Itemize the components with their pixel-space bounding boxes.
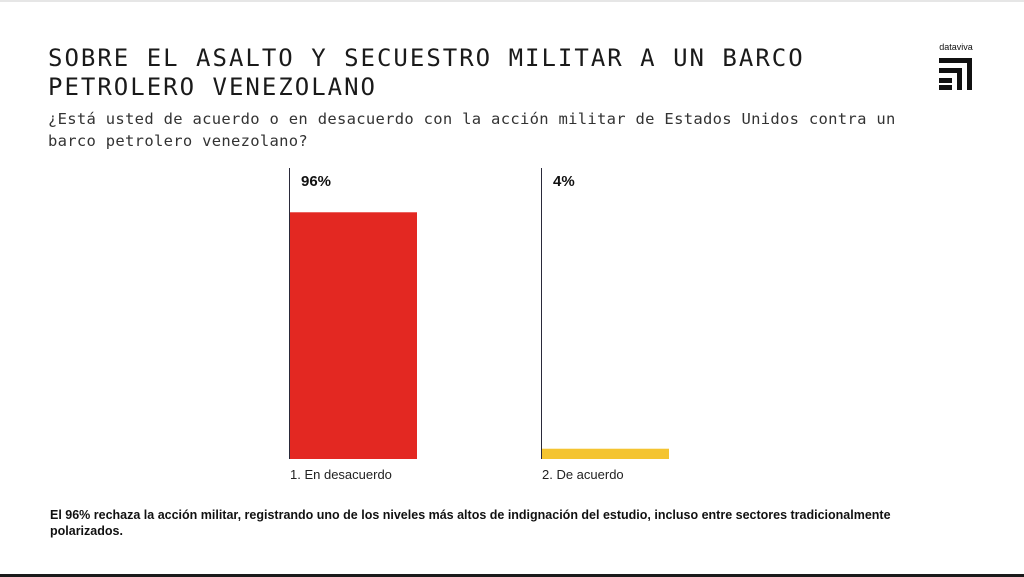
- footnote: El 96% rechaza la acción militar, regist…: [50, 508, 891, 538]
- brand-name: dataviva: [939, 42, 973, 52]
- bottom-border: [0, 574, 1024, 577]
- bar-2: [542, 448, 669, 459]
- category-label-2: 2. De acuerdo: [542, 467, 624, 482]
- data-label-2: 4%: [553, 173, 575, 190]
- top-border: [0, 0, 1024, 2]
- brand-logo: dataviva: [936, 42, 976, 92]
- category-label-1: 1. En desacuerdo: [290, 467, 392, 482]
- bar-1: [290, 212, 417, 459]
- data-label-1: 96%: [301, 173, 331, 190]
- dataviva-logo-icon: [939, 58, 972, 90]
- chart-title: SOBRE EL ASALTO Y SECUESTRO MILITAR A UN…: [48, 44, 805, 101]
- chart-subtitle: ¿Está usted de acuerdo o en desacuerdo c…: [48, 110, 896, 150]
